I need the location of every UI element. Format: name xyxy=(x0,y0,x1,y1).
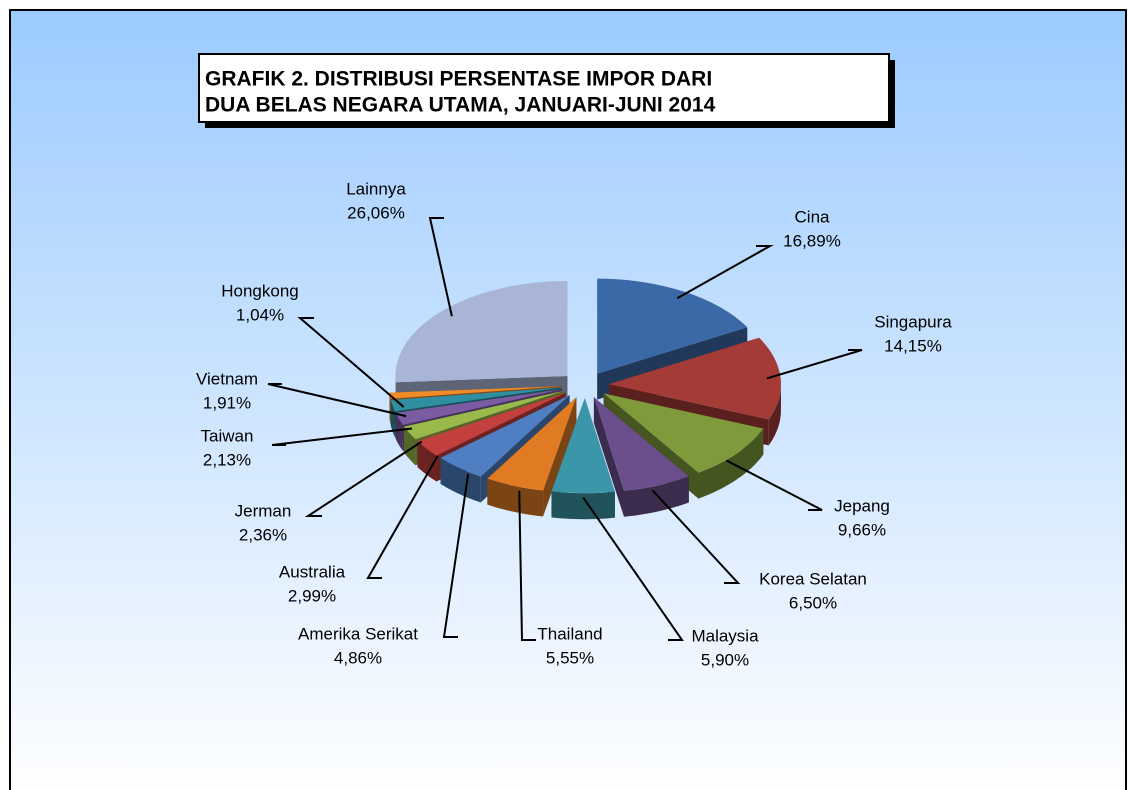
slice xyxy=(603,393,764,473)
slice-value-label: 2,99% xyxy=(288,586,336,605)
slice-group xyxy=(487,397,577,517)
leader-line xyxy=(676,245,774,300)
slice-side xyxy=(417,392,566,468)
slice-group xyxy=(593,397,689,517)
slice-side xyxy=(389,392,391,425)
slice xyxy=(417,392,566,456)
slice-side xyxy=(768,384,781,446)
slice-value-label: 5,90% xyxy=(701,650,749,669)
slice-side xyxy=(390,400,395,438)
slice-value-label: 2,13% xyxy=(203,450,251,469)
leader-line xyxy=(267,383,407,418)
slice-label: Amerika Serikat xyxy=(298,624,418,643)
leader-line xyxy=(271,427,413,446)
leader-line xyxy=(442,474,470,638)
slice-label: Taiwan xyxy=(201,426,254,445)
slice-value-label: 1,04% xyxy=(236,305,284,324)
slice-side xyxy=(440,457,481,503)
leader-line xyxy=(582,496,684,641)
slice xyxy=(487,397,577,491)
slice-side xyxy=(593,397,625,517)
slice xyxy=(404,390,564,440)
slice-value-label: 14,15% xyxy=(884,336,942,355)
slice-label: Cina xyxy=(795,207,831,226)
leader-line xyxy=(518,490,536,641)
slice-label: Singapura xyxy=(874,312,952,331)
leader-line xyxy=(366,455,439,579)
slice-value-label: 9,66% xyxy=(838,520,886,539)
slice xyxy=(390,387,562,412)
slice-label: Jerman xyxy=(235,501,292,520)
slice-value-label: 26,06% xyxy=(347,203,405,222)
slice-side xyxy=(624,476,689,517)
slice-label: Thailand xyxy=(537,624,602,643)
slice-side xyxy=(395,412,403,451)
slice-value-label: 2,36% xyxy=(239,525,287,544)
slice-value-label: 1,91% xyxy=(203,393,251,412)
slice xyxy=(440,395,570,477)
slice-label: Malaysia xyxy=(691,626,759,645)
chart-title: DUA BELAS NEGARA UTAMA, JANUARI-JUNI 201… xyxy=(205,94,716,117)
slice-label: Korea Selatan xyxy=(759,569,867,588)
slice-value-label: 4,86% xyxy=(334,648,382,667)
slice-side xyxy=(487,478,544,517)
slice xyxy=(389,386,562,399)
leader-line xyxy=(304,440,423,517)
slice-label: Lainnya xyxy=(346,179,406,198)
slice xyxy=(395,389,563,425)
leader-line xyxy=(725,459,823,511)
slice-label: Vietnam xyxy=(196,369,258,388)
slice xyxy=(395,280,568,383)
slice xyxy=(593,397,689,491)
slice-label: Australia xyxy=(279,562,346,581)
slice-value-label: 16,89% xyxy=(783,231,841,250)
leader-line xyxy=(297,317,405,408)
slice xyxy=(551,398,615,494)
leader-line xyxy=(651,489,741,584)
slice xyxy=(608,337,781,420)
title-box xyxy=(198,53,890,123)
pie xyxy=(389,278,781,520)
slice-value-label: 5,55% xyxy=(546,648,594,667)
slice-value-label: 6,50% xyxy=(789,593,837,612)
slice xyxy=(597,278,748,374)
slice-side xyxy=(417,441,437,482)
leader-line xyxy=(428,217,453,317)
slice-label: Hongkong xyxy=(221,281,299,300)
slice-side xyxy=(551,491,615,520)
slice-group xyxy=(551,398,615,520)
leader-line xyxy=(766,349,863,380)
chart-title: GRAFIK 2. DISTRIBUSI PERSENTASE IMPOR DA… xyxy=(205,68,712,91)
slice-side xyxy=(404,426,416,466)
slice-label: Jepang xyxy=(834,496,890,515)
